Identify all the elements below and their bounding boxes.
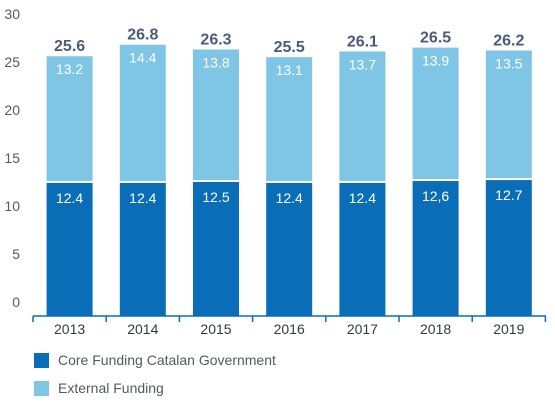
total-label-2019: 26.2: [493, 32, 524, 49]
legend-swatch-external-funding: [34, 380, 49, 396]
y-tick-label-15: 15: [4, 150, 20, 166]
y-tick-label-5: 5: [12, 246, 20, 262]
bar-external-2018: [412, 47, 459, 180]
legend-label-external-funding: External Funding: [58, 380, 164, 396]
total-label-2014: 26.8: [127, 27, 158, 44]
bars-group: [46, 44, 532, 316]
total-label-2015: 26.3: [200, 32, 231, 49]
y-tick-label-30: 30: [4, 6, 20, 22]
total-label-2018: 26.5: [420, 30, 451, 47]
data-label-core-2016: 12.4: [276, 190, 303, 206]
x-tick-label-2018: 2018: [420, 321, 451, 337]
bar-external-2019: [485, 50, 532, 179]
data-label-external-2018: 13.9: [422, 53, 449, 69]
legend-swatch-core-funding: [34, 352, 49, 368]
bar-core-2015: [193, 182, 239, 316]
total-label-2013: 25.6: [54, 38, 85, 55]
x-tick-label-2015: 2015: [200, 321, 231, 337]
x-tick-label-2017: 2017: [347, 321, 378, 337]
bar-core-2016: [266, 182, 313, 316]
data-label-core-2015: 12.5: [202, 189, 229, 205]
x-tick-label-2016: 2016: [274, 321, 305, 337]
data-label-external-2019: 13.5: [495, 55, 522, 71]
y-tick-label-20: 20: [4, 102, 20, 118]
data-label-core-2014: 12.4: [129, 190, 156, 206]
x-tick-label-2013: 2013: [54, 321, 85, 337]
legend-item-core-funding: Core Funding Catalan Government: [34, 352, 276, 368]
bar-core-2014: [119, 182, 166, 316]
data-label-external-2016: 13.1: [276, 62, 303, 78]
bar-external-2013: [46, 56, 93, 181]
data-label-core-2018: 12,6: [422, 188, 449, 204]
bar-core-2018: [412, 181, 459, 316]
data-label-external-2013: 13.2: [56, 61, 83, 77]
axes-group: 2013 2014 2015 2016 2017 2018 2019 0 5 10 15 20 25 30: [4, 6, 547, 337]
bar-core-2019: [485, 180, 532, 316]
bar-core-2013: [46, 182, 93, 316]
data-label-core-2013: 12.4: [56, 190, 83, 206]
data-label-external-2017: 13.7: [349, 56, 376, 72]
labels-group: 12.4 13.2 25.6 12.4 14.4 26.8 12.5 13.8 26.3 12.4…: [54, 27, 524, 206]
x-tick-label-2014: 2014: [127, 321, 158, 337]
data-label-external-2014: 14.4: [129, 50, 156, 66]
y-tick-label-25: 25: [4, 54, 20, 70]
legend-item-external-funding: External Funding: [34, 380, 164, 396]
bar-core-2017: [339, 182, 386, 316]
y-tick-label-0: 0: [12, 294, 20, 310]
total-label-2016: 25.5: [274, 39, 305, 56]
y-tick-label-10: 10: [4, 198, 20, 214]
data-label-core-2017: 12.4: [349, 190, 376, 206]
x-tick-label-2019: 2019: [493, 321, 524, 337]
bar-external-2017: [339, 51, 386, 181]
data-label-core-2019: 12.7: [495, 187, 522, 203]
legend-label-core-funding: Core Funding Catalan Government: [58, 352, 276, 368]
data-label-external-2015: 13.8: [202, 55, 229, 71]
bar-external-2015: [193, 49, 239, 180]
total-label-2017: 26.1: [347, 33, 378, 50]
bar-external-2014: [119, 44, 166, 181]
bar-external-2016: [266, 57, 313, 181]
